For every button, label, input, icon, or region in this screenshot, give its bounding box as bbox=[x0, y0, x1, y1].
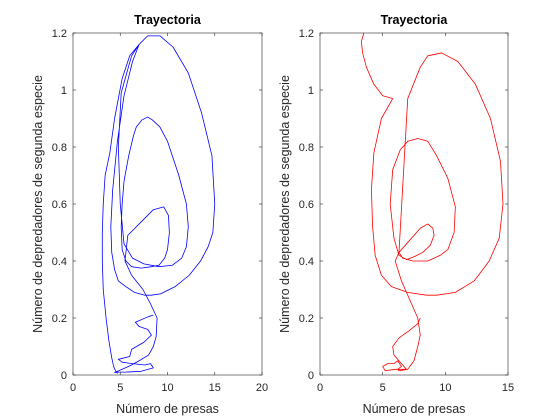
y-axis-label: Número de depredadores de segunda especi… bbox=[278, 75, 292, 333]
chart-title: Trayectoria bbox=[381, 13, 449, 27]
y-tick-label: 0.8 bbox=[52, 142, 67, 154]
x-tick-label: 10 bbox=[439, 382, 451, 394]
y-tick-label: 0.8 bbox=[299, 142, 314, 154]
x-tick-label: 5 bbox=[380, 382, 386, 394]
chart-title: Trayectoria bbox=[134, 13, 202, 27]
x-tick-label: 0 bbox=[317, 382, 323, 394]
subplot-2: 0 5 10 15 0 0.2 0.4 0.6 0.8 1 1.2 Trayectoria Número… bbox=[278, 13, 514, 416]
y-tick-label: 0 bbox=[61, 370, 67, 382]
y-tick-label: 0.6 bbox=[299, 199, 314, 211]
y-tick-label: 1.2 bbox=[52, 28, 67, 40]
x-axis-label: Número de presas bbox=[363, 402, 466, 416]
x-tick-label: 15 bbox=[209, 382, 221, 394]
x-tick-label: 15 bbox=[502, 382, 514, 394]
y-tick-label: 1 bbox=[308, 85, 314, 97]
y-tick-label: 0.6 bbox=[52, 199, 67, 211]
y-tick-label: 0 bbox=[308, 370, 314, 382]
series-line-1 bbox=[101, 35, 216, 374]
y-tick-label: 1.2 bbox=[299, 28, 314, 40]
x-tick-label: 10 bbox=[161, 382, 173, 394]
y-tick-label: 0.4 bbox=[52, 256, 67, 268]
plot-area bbox=[72, 32, 263, 376]
subplot-1: 0 5 10 15 20 0 0.2 0.4 0.6 0.8 1 1.2 Trayectoria Núme… bbox=[31, 13, 268, 416]
plot-area bbox=[319, 32, 509, 376]
y-tick-label: 0.4 bbox=[299, 256, 314, 268]
subplots: 0 5 10 15 2000.20.40.60.811.2TrayectoriaNúme… bbox=[31, 13, 514, 416]
y-tick-label: 0.2 bbox=[299, 313, 314, 325]
y-tick-label: 0.2 bbox=[52, 313, 67, 325]
x-tick-label: 0 bbox=[70, 382, 76, 394]
y-tick-label: 1 bbox=[61, 85, 67, 97]
y-axis-label: Número de depredadores de segunda especi… bbox=[31, 75, 45, 333]
x-axis-label: Número de presas bbox=[116, 402, 219, 416]
x-tick-label: 20 bbox=[256, 382, 268, 394]
series-line-1 bbox=[360, 33, 504, 372]
x-tick-label: 5 bbox=[117, 382, 123, 394]
